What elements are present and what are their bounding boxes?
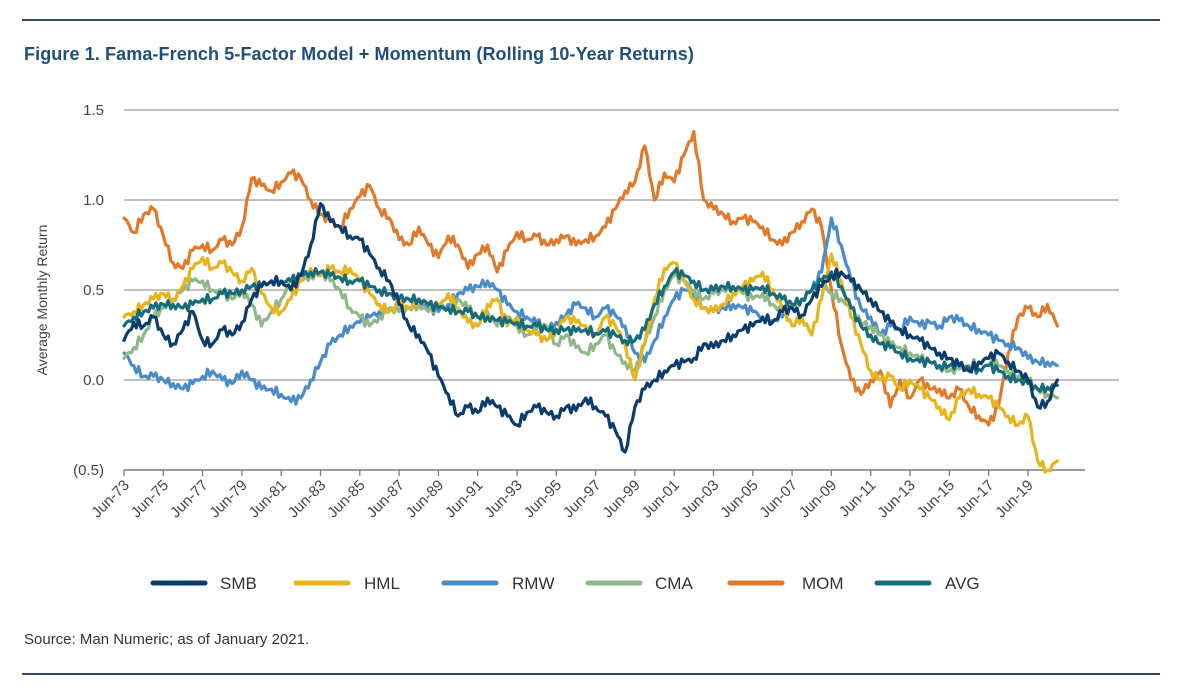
x-tick-label: Jun-99 bbox=[599, 477, 643, 521]
bottom-rule bbox=[22, 673, 1160, 675]
x-tick-label: Jun-85 bbox=[324, 477, 368, 521]
x-tick-label: Jun-77 bbox=[167, 477, 211, 521]
x-tick-label: Jun-89 bbox=[403, 477, 447, 521]
x-axis: Jun-73Jun-75Jun-77Jun-79Jun-81Jun-83Jun-… bbox=[88, 469, 1085, 521]
x-tick-label: Jun-87 bbox=[363, 477, 407, 521]
x-tick-label: Jun-01 bbox=[639, 477, 683, 521]
x-tick-label: Jun-09 bbox=[796, 477, 840, 521]
y-tick-label: 0.5 bbox=[83, 282, 104, 299]
x-tick-label: Jun-95 bbox=[521, 477, 565, 521]
legend-label-mom: MOM bbox=[802, 574, 844, 593]
source-note: Source: Man Numeric; as of January 2021. bbox=[24, 631, 310, 648]
x-tick-label: Jun-81 bbox=[246, 477, 290, 521]
y-tick-label: 0.0 bbox=[83, 372, 104, 389]
figure-title: Figure 1. Fama-French 5-Factor Model + M… bbox=[24, 44, 694, 64]
y-tick-label: 1.5 bbox=[83, 102, 104, 119]
series-line-avg bbox=[122, 267, 1059, 394]
x-tick-label: Jun-73 bbox=[88, 477, 132, 521]
x-tick-label: Jun-97 bbox=[560, 477, 604, 521]
x-tick-label: Jun-93 bbox=[481, 477, 525, 521]
x-tick-label: Jun-13 bbox=[874, 477, 918, 521]
series-line-cma bbox=[122, 268, 1059, 401]
legend-label-smb: SMB bbox=[220, 574, 257, 593]
series-line-hml bbox=[122, 252, 1059, 474]
x-tick-label: Jun-75 bbox=[128, 477, 172, 521]
x-tick-label: Jun-11 bbox=[836, 477, 880, 521]
x-tick-label: Jun-03 bbox=[678, 477, 722, 521]
legend-label-hml: HML bbox=[364, 574, 400, 593]
legend: SMB HML RMW CMA MOM AVG bbox=[150, 574, 980, 593]
x-tick-label: Jun-15 bbox=[914, 477, 958, 521]
series-line-smb bbox=[122, 202, 1059, 454]
x-tick-label: Jun-83 bbox=[285, 477, 329, 521]
y-axis-title: Average Monthly Return bbox=[34, 225, 50, 376]
x-tick-label: Jun-17 bbox=[953, 477, 997, 521]
top-rule bbox=[22, 19, 1160, 21]
y-axis-ticks: 1.5 1.0 0.5 0.0 (0.5) bbox=[73, 102, 104, 479]
series-lines bbox=[122, 130, 1059, 474]
x-tick-label: Jun-07 bbox=[756, 477, 800, 521]
legend-label-rmw: RMW bbox=[512, 574, 554, 593]
y-tick-label: 1.0 bbox=[83, 192, 104, 209]
y-tick-label: (0.5) bbox=[73, 462, 104, 479]
x-tick-label: Jun-05 bbox=[717, 477, 761, 521]
x-tick-label: Jun-19 bbox=[992, 477, 1036, 521]
series-line-mom bbox=[122, 130, 1059, 427]
x-tick-label: Jun-91 bbox=[442, 477, 486, 521]
series-line-rmw bbox=[122, 216, 1059, 406]
legend-label-avg: AVG bbox=[945, 574, 980, 593]
legend-label-cma: CMA bbox=[655, 574, 693, 593]
x-tick-label: Jun-79 bbox=[206, 477, 250, 521]
